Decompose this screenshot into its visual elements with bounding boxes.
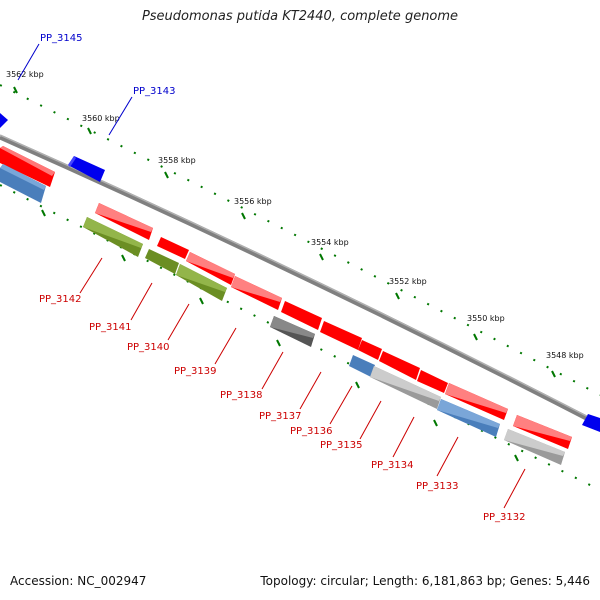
gene-label-pp3133: PP_3133 bbox=[416, 481, 459, 492]
reverse-gene-blue-3 bbox=[582, 414, 600, 432]
label-leaders bbox=[17, 43, 526, 509]
kbp-label-3552: 3552 kbp bbox=[389, 277, 427, 286]
cog-genes bbox=[0, 164, 565, 465]
kbp-label-3560: 3560 kbp bbox=[82, 114, 120, 123]
gene-label-pp3143: PP_3143 bbox=[133, 86, 176, 97]
gene-label-pp3140: PP_3140 bbox=[127, 342, 170, 353]
kbp-label-3556: 3556 kbp bbox=[234, 197, 272, 206]
gene-label-pp3132: PP_3132 bbox=[483, 512, 526, 523]
gene-label-pp3138: PP_3138 bbox=[220, 390, 263, 401]
gene-label-pp3134: PP_3134 bbox=[371, 460, 414, 471]
gene-label-pp3136: PP_3136 bbox=[290, 426, 333, 437]
kbp-label-3548: 3548 kbp bbox=[546, 351, 584, 360]
gene-label-pp3145: PP_3145 bbox=[40, 33, 83, 44]
genome-summary-text: Topology: circular; Length: 6,181,863 bp… bbox=[260, 574, 590, 588]
accession-text: Accession: NC_002947 bbox=[10, 574, 147, 588]
kbp-label-3554: 3554 kbp bbox=[311, 238, 349, 247]
kbp-label-3550: 3550 kbp bbox=[467, 314, 505, 323]
forward-genes bbox=[0, 146, 572, 449]
kbp-label-3558: 3558 kbp bbox=[158, 156, 196, 165]
kbp-label-3562: 3562 kbp bbox=[6, 70, 44, 79]
reverse-gene-blue-2 bbox=[68, 156, 105, 182]
genome-backbone bbox=[0, 134, 600, 428]
major-ticks bbox=[13, 86, 556, 462]
gene-label-pp3139: PP_3139 bbox=[174, 366, 217, 377]
reverse-gene-blue-1 bbox=[0, 113, 8, 128]
gene-label-pp3142: PP_3142 bbox=[39, 294, 82, 305]
map-title: Pseudomonas putida KT2440, complete geno… bbox=[141, 9, 459, 24]
gene-label-pp3141: PP_3141 bbox=[89, 322, 132, 333]
gene-label-pp3137: PP_3137 bbox=[259, 411, 302, 422]
gene-label-pp3135: PP_3135 bbox=[320, 440, 363, 451]
